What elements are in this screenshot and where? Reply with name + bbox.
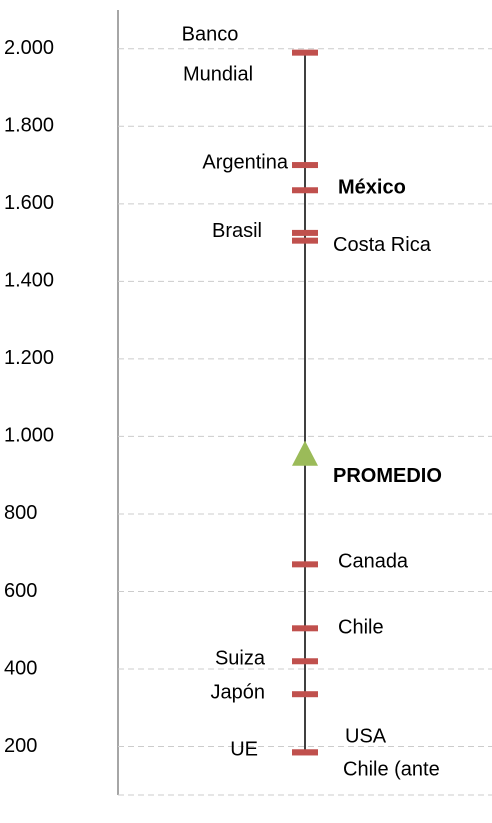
point-label: PROMEDIO: [333, 465, 442, 487]
y-tick-label: 200: [4, 735, 37, 757]
dot-marker: [292, 658, 318, 665]
y-tick-label: 2.000: [4, 37, 54, 59]
dot-marker: [292, 229, 318, 236]
point-label: México: [338, 177, 406, 199]
dot-marker: [292, 749, 318, 756]
point-label: USA: [345, 726, 387, 748]
dot-marker: [292, 625, 318, 632]
average-marker: [292, 440, 318, 466]
point-label: Argentina: [202, 151, 288, 173]
dot-marker: [292, 187, 318, 194]
dot-marker: [292, 691, 318, 698]
y-tick-label: 800: [4, 502, 37, 524]
dot-marker: [292, 162, 318, 169]
dot-marker: [292, 237, 318, 244]
point-label: Costa Rica: [333, 234, 432, 256]
annotation: Chile (ante: [343, 759, 440, 781]
y-tick-label: 1.200: [4, 347, 54, 369]
point-label: Suiza: [215, 648, 266, 670]
y-tick-label: 1.400: [4, 270, 54, 292]
y-tick-label: 1.600: [4, 192, 54, 214]
dot-marker: [292, 561, 318, 568]
y-tick-label: 400: [4, 657, 37, 679]
point-label: Canada: [338, 551, 409, 573]
point-label: Chile: [338, 617, 384, 639]
dot-marker: [292, 49, 318, 56]
point-label: UE: [230, 739, 258, 761]
point-label: Brasil: [212, 220, 262, 242]
point-label: Japón: [211, 681, 266, 703]
y-tick-label: 1.000: [4, 425, 54, 447]
point-label: Banco Mundial: [182, 24, 253, 86]
y-tick-label: 1.800: [4, 115, 54, 137]
y-tick-label: 600: [4, 580, 37, 602]
